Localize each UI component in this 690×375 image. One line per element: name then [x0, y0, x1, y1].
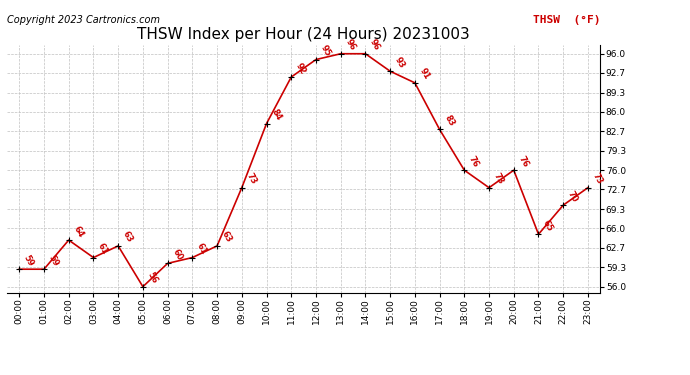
- Text: 96: 96: [368, 38, 382, 52]
- Text: THSW  (°F): THSW (°F): [533, 15, 600, 25]
- Text: 96: 96: [344, 38, 357, 52]
- Text: 73: 73: [591, 172, 604, 186]
- Text: 61: 61: [96, 242, 110, 256]
- Text: 76: 76: [467, 154, 481, 169]
- Text: 59: 59: [22, 253, 36, 268]
- Text: 84: 84: [269, 108, 283, 122]
- Text: 91: 91: [417, 67, 431, 81]
- Text: 83: 83: [442, 114, 456, 128]
- Text: 59: 59: [47, 253, 60, 268]
- Text: 70: 70: [566, 189, 580, 204]
- Text: 56: 56: [146, 271, 159, 285]
- Text: 61: 61: [195, 242, 209, 256]
- Text: 73: 73: [492, 172, 505, 186]
- Text: 95: 95: [319, 44, 333, 58]
- Text: 76: 76: [517, 154, 530, 169]
- Text: 93: 93: [393, 56, 406, 70]
- Text: 92: 92: [294, 61, 308, 76]
- Text: 63: 63: [121, 230, 135, 244]
- Text: 60: 60: [170, 248, 184, 262]
- Text: 65: 65: [541, 218, 555, 233]
- Text: 73: 73: [244, 172, 258, 186]
- Title: THSW Index per Hour (24 Hours) 20231003: THSW Index per Hour (24 Hours) 20231003: [137, 27, 470, 42]
- Text: Copyright 2023 Cartronics.com: Copyright 2023 Cartronics.com: [7, 15, 160, 25]
- Text: 63: 63: [220, 230, 233, 244]
- Text: 64: 64: [72, 224, 85, 239]
